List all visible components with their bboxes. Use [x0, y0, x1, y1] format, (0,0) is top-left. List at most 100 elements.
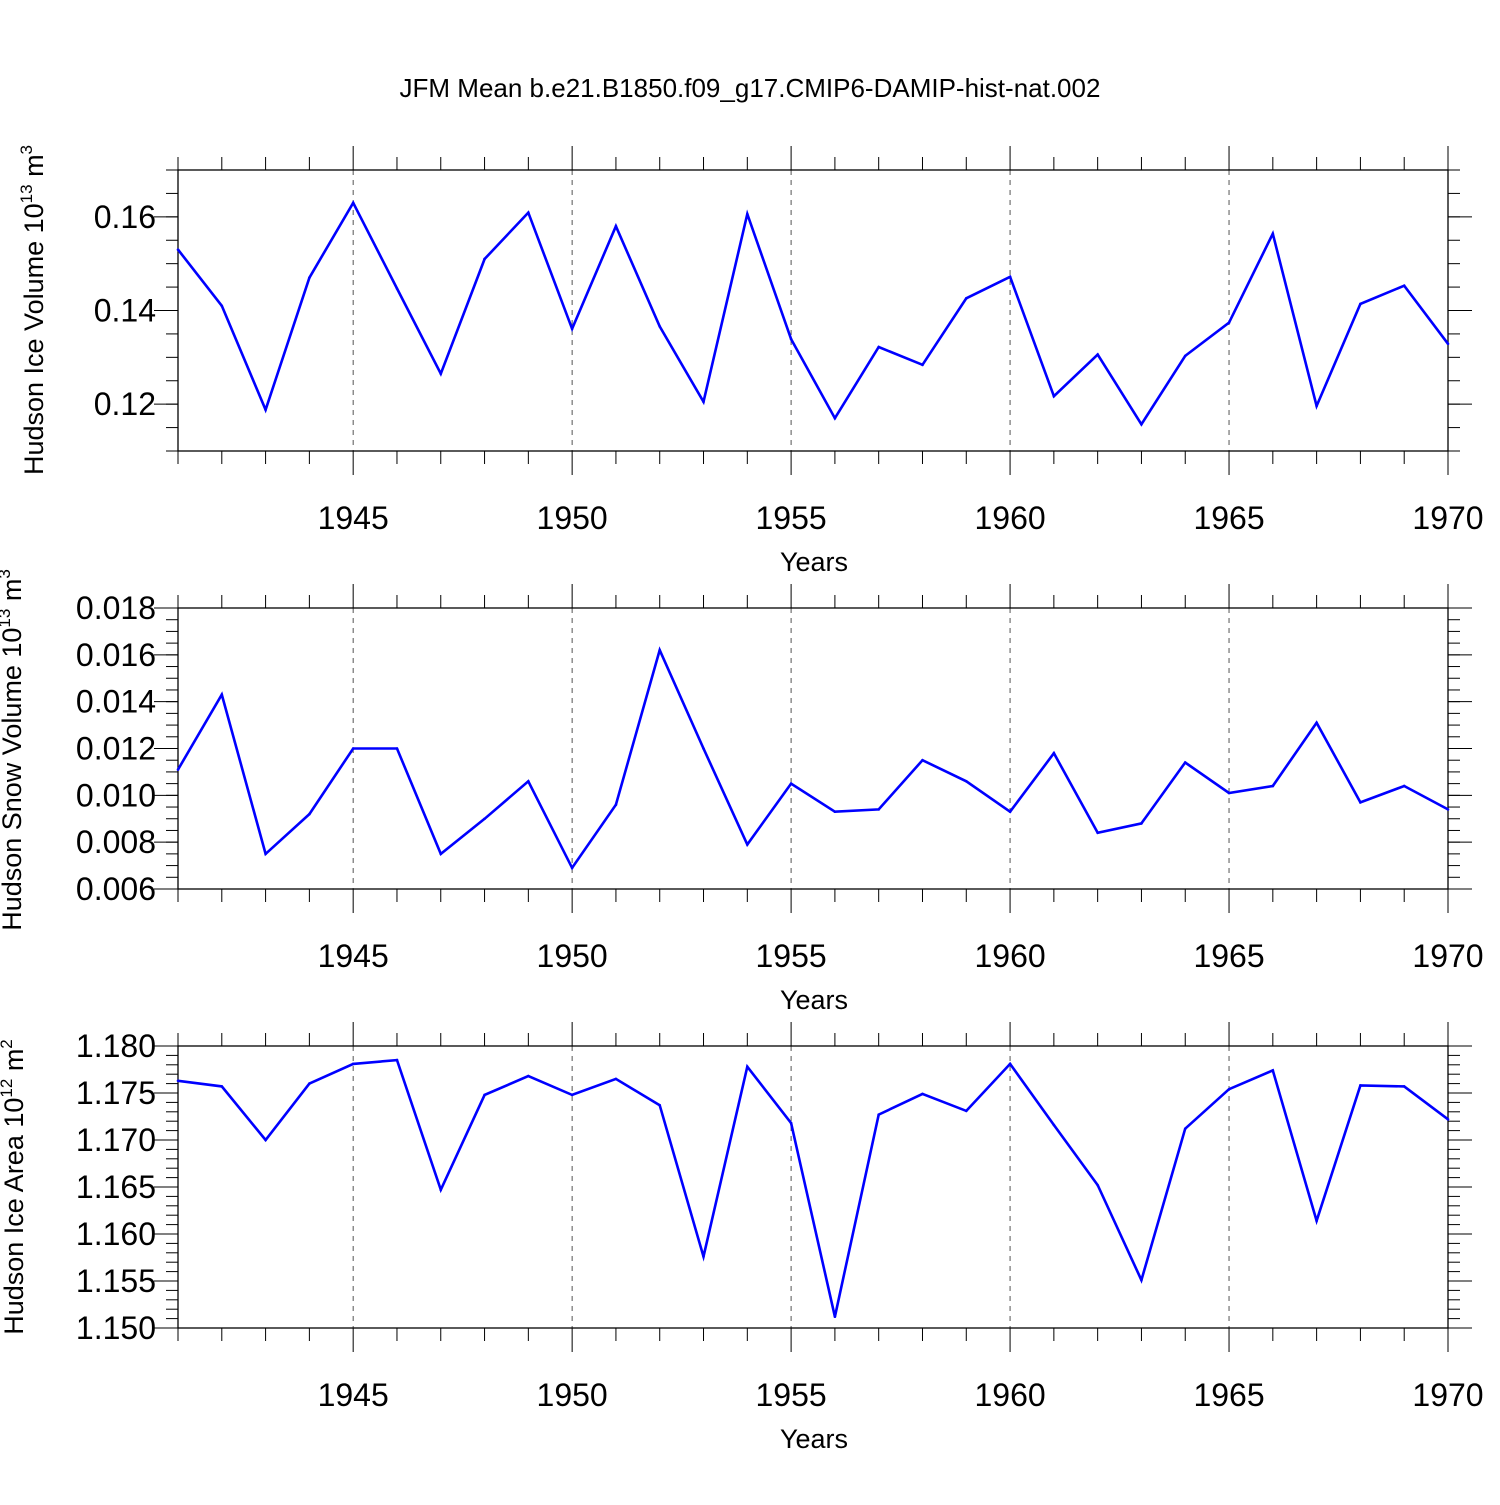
panel-3: 1.150 1.155 1.160 1.165 1.170 1.175 1.180 1945 1… — [0, 1022, 1484, 1454]
y-axis-label: Hudson Ice Area 1012 m2 — [0, 1039, 29, 1335]
x-tick-label: 1950 — [537, 500, 608, 536]
data-point — [483, 257, 486, 261]
data-point — [1315, 1219, 1318, 1223]
plot-frame — [177, 169, 1449, 452]
data-point — [614, 803, 618, 806]
x-tick-label: 1960 — [974, 500, 1045, 536]
data-point — [1315, 404, 1318, 408]
figure-title: JFM Mean b.e21.B1850.f09_g17.CMIP6-DAMIP… — [400, 73, 1101, 103]
series-line — [176, 646, 1449, 871]
data-point — [1183, 354, 1187, 358]
data-point — [395, 747, 399, 750]
x-tick-label: 1965 — [1193, 500, 1264, 536]
x-tick-label: 1955 — [756, 1377, 827, 1413]
data-point — [570, 327, 574, 331]
data-point — [220, 304, 224, 308]
x-axis-label: Years — [780, 985, 848, 1015]
y-axis-label: Hudson Ice Volume 1013 m3 — [17, 145, 49, 475]
data-point — [964, 1109, 968, 1113]
x-tick-label: 1950 — [537, 938, 608, 974]
data-point — [1227, 1087, 1231, 1091]
data-point — [351, 201, 355, 205]
x-tick-label: 1970 — [1412, 1377, 1483, 1413]
data-point — [702, 1255, 705, 1258]
x-axis-label: Years — [780, 547, 848, 577]
y-tick-label: 1.175 — [76, 1075, 156, 1111]
data-point — [439, 1188, 443, 1192]
data-point — [614, 1077, 618, 1081]
data-point — [1008, 275, 1012, 279]
x-tick-label: 1965 — [1193, 938, 1264, 974]
data-point — [264, 408, 267, 412]
y-tick-label: 0.16 — [94, 199, 156, 235]
data-point — [833, 416, 837, 420]
data-point — [527, 211, 530, 214]
x-tick-label: 1960 — [974, 938, 1045, 974]
data-point — [395, 1058, 399, 1062]
x-tick-label: 1950 — [537, 1377, 608, 1413]
y-axis-label: Hudson Snow Volume 1013 m3 — [0, 569, 27, 931]
data-point — [1183, 761, 1187, 764]
data-point — [1402, 284, 1406, 287]
data-point — [1446, 808, 1450, 811]
y-tick-label: 0.018 — [76, 590, 156, 626]
data-point — [789, 337, 793, 341]
data-point — [351, 747, 355, 750]
data-point — [176, 768, 180, 771]
data-point — [964, 779, 968, 783]
data-point — [1096, 831, 1099, 835]
y-tick-label: 0.016 — [76, 637, 156, 673]
data-point — [351, 1062, 355, 1066]
y-tick-label: 1.165 — [76, 1169, 156, 1205]
data-point — [921, 363, 924, 367]
data-point — [308, 276, 311, 280]
x-tick-label: 1945 — [318, 938, 389, 974]
data-point — [439, 852, 443, 856]
data-point — [964, 297, 968, 300]
data-point — [1140, 423, 1143, 426]
y-tick-label: 0.006 — [76, 871, 156, 907]
data-point — [1052, 394, 1056, 398]
data-point — [702, 400, 705, 404]
data-point — [921, 758, 924, 762]
y-tick-label: 0.12 — [94, 386, 156, 422]
data-point — [1140, 822, 1143, 825]
x-tick-label: 1955 — [756, 938, 827, 974]
data-point — [395, 287, 399, 290]
data-point — [1096, 353, 1099, 356]
data-point — [833, 810, 837, 814]
y-tick-label: 1.150 — [76, 1310, 156, 1346]
data-point — [264, 852, 267, 856]
y-tick-label: 0.008 — [76, 824, 156, 860]
data-point — [1402, 784, 1406, 788]
x-tick-label: 1960 — [974, 1377, 1045, 1413]
data-point — [1227, 321, 1231, 324]
data-point — [746, 1065, 749, 1068]
data-point — [1008, 1062, 1012, 1066]
panel-2: 0.006 0.008 0.010 0.012 0.014 0.016 0.018 1945 1… — [0, 569, 1484, 1015]
plot-frame — [177, 1045, 1449, 1329]
data-point — [658, 325, 662, 328]
data-point — [483, 1093, 486, 1097]
data-point — [1315, 721, 1318, 725]
data-point — [746, 212, 749, 216]
series-line — [176, 200, 1450, 427]
y-tick-label: 0.010 — [76, 777, 156, 813]
data-point — [789, 782, 793, 785]
data-point — [220, 693, 224, 696]
data-point — [614, 224, 618, 228]
data-point — [877, 808, 880, 811]
data-point — [1096, 1183, 1099, 1187]
data-point — [702, 747, 705, 750]
y-tick-label: 0.012 — [76, 731, 156, 767]
data-point — [1359, 1084, 1362, 1087]
panel-1: 0.12 0.14 0.16 1945 1950 1955 1960 1965 1970 Year… — [17, 145, 1484, 577]
data-point — [1140, 1278, 1143, 1282]
data-point — [877, 1113, 880, 1116]
data-point — [1402, 1085, 1406, 1088]
data-point — [1271, 1069, 1275, 1072]
data-point — [264, 1138, 267, 1142]
data-point — [1227, 791, 1231, 795]
